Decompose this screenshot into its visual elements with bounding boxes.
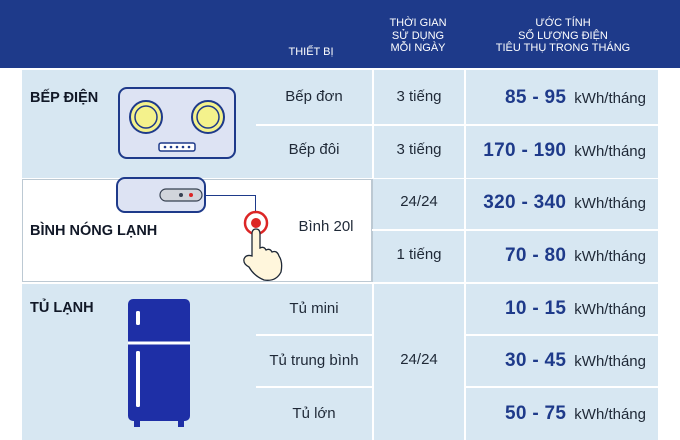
header-estimate: ƯỚC TÍNH SỐ LƯỢNG ĐIỆN TIÊU THỤ TRONG TH… [495, 17, 631, 54]
value-range: 85 - 95 [505, 87, 567, 108]
consumption-value: 10 - 15 kWh/tháng [466, 291, 658, 327]
device-name: Tủ lớn [292, 405, 336, 422]
consumption-value: 320 - 340 kWh/tháng [466, 185, 658, 221]
divider [464, 334, 658, 336]
device-name: Tủ trung bình [269, 352, 359, 369]
heater-title: BÌNH NÓNG LẠNH [30, 223, 158, 239]
table-header [0, 0, 680, 68]
consumption-value: 50 - 75 kWh/tháng [466, 396, 658, 432]
power-button-icon [236, 210, 286, 284]
device-name: Tủ mini [289, 300, 339, 317]
consumption-value: 170 - 190 kWh/tháng [466, 133, 658, 169]
value-range: 30 - 45 [505, 350, 567, 371]
usage-time: 24/24 [400, 193, 438, 210]
divider [256, 386, 372, 388]
divider [256, 124, 658, 126]
value-range: 320 - 340 [483, 192, 567, 213]
header-time: THỜI GIAN SỬ DỤNG MỖI NGÀY [389, 17, 447, 54]
refrigerator-icon [124, 297, 194, 429]
value-unit: kWh/tháng [574, 142, 646, 160]
connector-line [255, 195, 256, 215]
usage-time: 24/24 [400, 351, 438, 368]
device-name: Bếp đơn [285, 88, 343, 105]
value-unit: kWh/tháng [574, 352, 646, 370]
consumption-value: 30 - 45 kWh/tháng [466, 343, 658, 379]
fridge-title: TỦ LẠNH [30, 300, 94, 316]
consumption-value: 70 - 80 kWh/tháng [466, 238, 658, 274]
usage-time: 1 tiếng [396, 246, 442, 263]
water-heater-icon [116, 176, 208, 214]
value-unit: kWh/tháng [574, 89, 646, 107]
device-name: Bếp đôi [288, 141, 340, 158]
value-range: 70 - 80 [505, 245, 567, 266]
usage-time: 3 tiếng [396, 88, 442, 105]
consumption-value: 85 - 95 kWh/tháng [466, 80, 658, 116]
header-device: THIẾT BỊ [288, 46, 334, 58]
divider [372, 229, 658, 231]
value-unit: kWh/tháng [574, 247, 646, 265]
value-unit: kWh/tháng [574, 194, 646, 212]
connector-line [204, 195, 256, 196]
divider [372, 284, 374, 440]
electric-stove-icon [118, 87, 236, 159]
divider [464, 386, 658, 388]
divider [256, 334, 372, 336]
value-range: 10 - 15 [505, 298, 567, 319]
stove-title: BẾP ĐIỆN [30, 90, 99, 106]
device-name: Bình 20l [298, 218, 354, 235]
value-range: 50 - 75 [505, 403, 567, 424]
value-range: 170 - 190 [483, 140, 567, 161]
value-unit: kWh/tháng [574, 300, 646, 318]
divider [464, 284, 466, 440]
usage-time: 3 tiếng [396, 141, 442, 158]
value-unit: kWh/tháng [574, 405, 646, 423]
